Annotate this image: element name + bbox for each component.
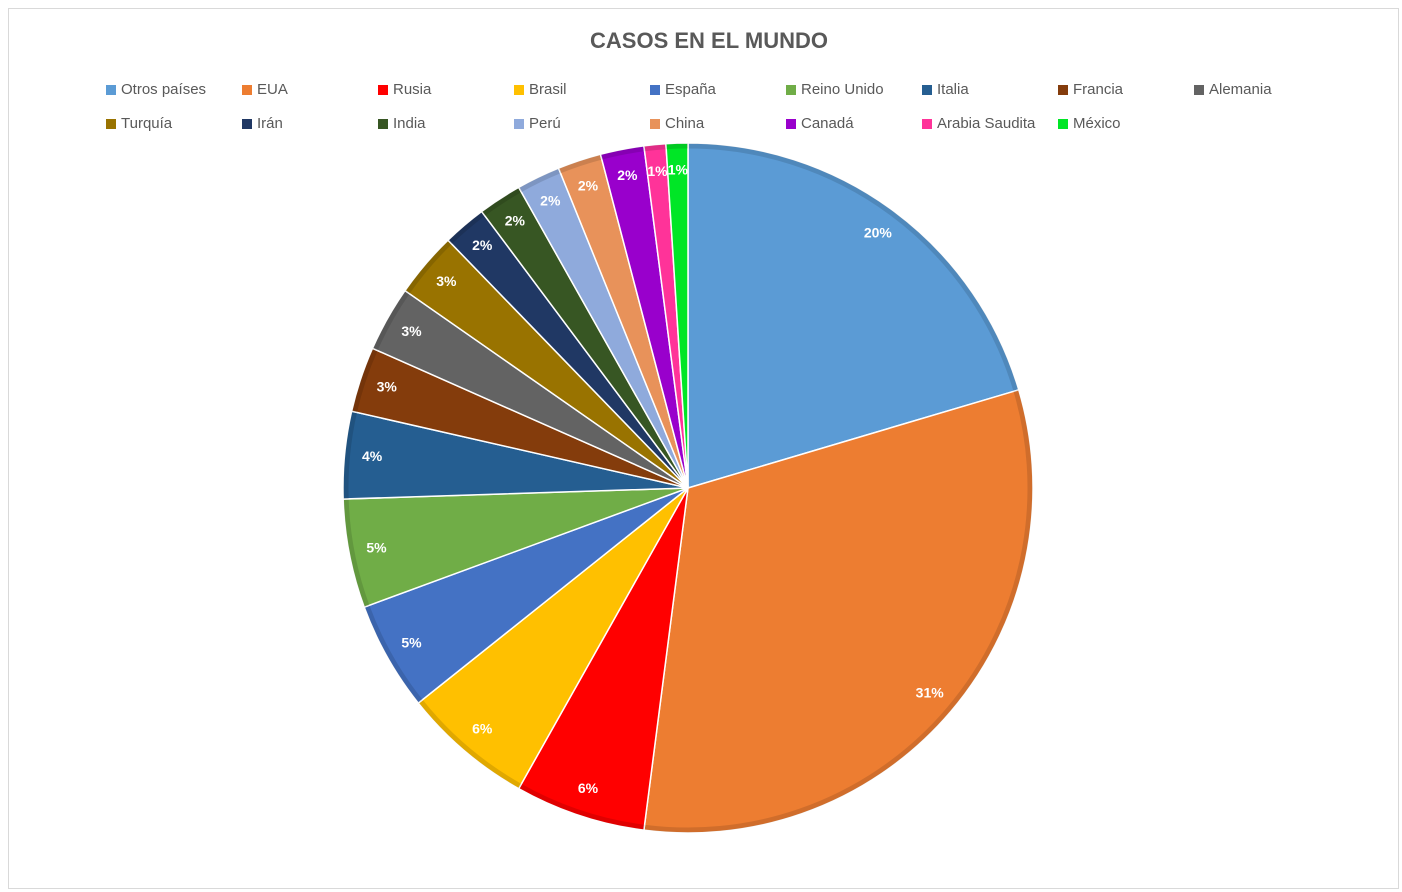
legend-label: Alemania: [1209, 81, 1272, 98]
legend-label: Rusia: [393, 81, 432, 98]
legend-swatch: [514, 119, 524, 129]
data-label: 2%: [540, 193, 561, 209]
legend-swatch: [106, 119, 116, 129]
data-label: 31%: [916, 684, 945, 700]
pie-slice: [417, 487, 689, 790]
slice-edge: [643, 144, 667, 152]
legend-swatch: [922, 119, 932, 129]
data-label: 2%: [472, 237, 493, 253]
slice-edge: [405, 240, 452, 294]
legend-swatch: [1058, 85, 1068, 95]
legend-label: México: [1073, 115, 1121, 132]
slice-edge: [687, 143, 1019, 392]
legend-swatch: [106, 85, 116, 95]
slice-edge: [343, 411, 358, 500]
legend-swatch: [242, 85, 252, 95]
legend-label: Brasil: [529, 81, 567, 98]
legend-swatch: [650, 119, 660, 129]
slice-edge: [352, 348, 378, 413]
data-label: 2%: [505, 213, 526, 229]
legend-swatch: [650, 85, 660, 95]
data-label: 2%: [617, 167, 638, 183]
data-label: 1%: [647, 163, 668, 179]
data-label: 2%: [578, 177, 599, 193]
data-label: 3%: [401, 323, 422, 339]
legend-swatch: [1194, 85, 1204, 95]
slice-edge: [643, 389, 1033, 833]
legend-swatch: [242, 119, 252, 129]
data-label: 5%: [366, 539, 387, 555]
slice-edge: [343, 498, 370, 607]
legend-swatch: [514, 85, 524, 95]
legend-label: Italia: [937, 81, 969, 98]
slice-edge: [364, 605, 423, 703]
legend-label: España: [665, 81, 717, 98]
pie-slice: [665, 142, 689, 489]
data-label: 4%: [362, 448, 383, 464]
data-label: 6%: [578, 780, 599, 796]
data-label: 20%: [864, 224, 893, 240]
legend-label: China: [665, 115, 705, 132]
legend-label: Irán: [257, 115, 283, 132]
legend-label: Otros países: [121, 81, 206, 98]
legend-swatch: [378, 119, 388, 129]
legend-label: EUA: [257, 81, 288, 98]
slice-edge: [518, 783, 645, 830]
legend-label: Perú: [529, 115, 561, 132]
pie-slice: [517, 487, 689, 832]
slice-edge: [372, 290, 410, 351]
data-label: 3%: [436, 273, 457, 289]
data-label: 1%: [668, 161, 689, 177]
chart-title: CASOS EN EL MUNDO: [590, 28, 828, 53]
legend-label: Canadá: [801, 115, 854, 132]
legend-swatch: [1058, 119, 1068, 129]
legend-swatch: [378, 85, 388, 95]
slice-edge: [418, 699, 522, 789]
data-label: 5%: [401, 634, 422, 650]
legend-swatch: [922, 85, 932, 95]
legend-label: Francia: [1073, 81, 1124, 98]
legend-label: India: [393, 115, 426, 132]
data-label: 3%: [377, 379, 398, 395]
legend-label: Reino Unido: [801, 81, 884, 98]
legend-label: Turquía: [121, 115, 173, 132]
pie-slice: [643, 388, 1034, 834]
legend-swatch: [786, 85, 796, 95]
legend-label: Arabia Saudita: [937, 115, 1036, 132]
slice-edge: [665, 143, 689, 150]
pie-slice: [687, 142, 1020, 490]
legend-swatch: [786, 119, 796, 129]
data-label: 6%: [472, 720, 493, 736]
